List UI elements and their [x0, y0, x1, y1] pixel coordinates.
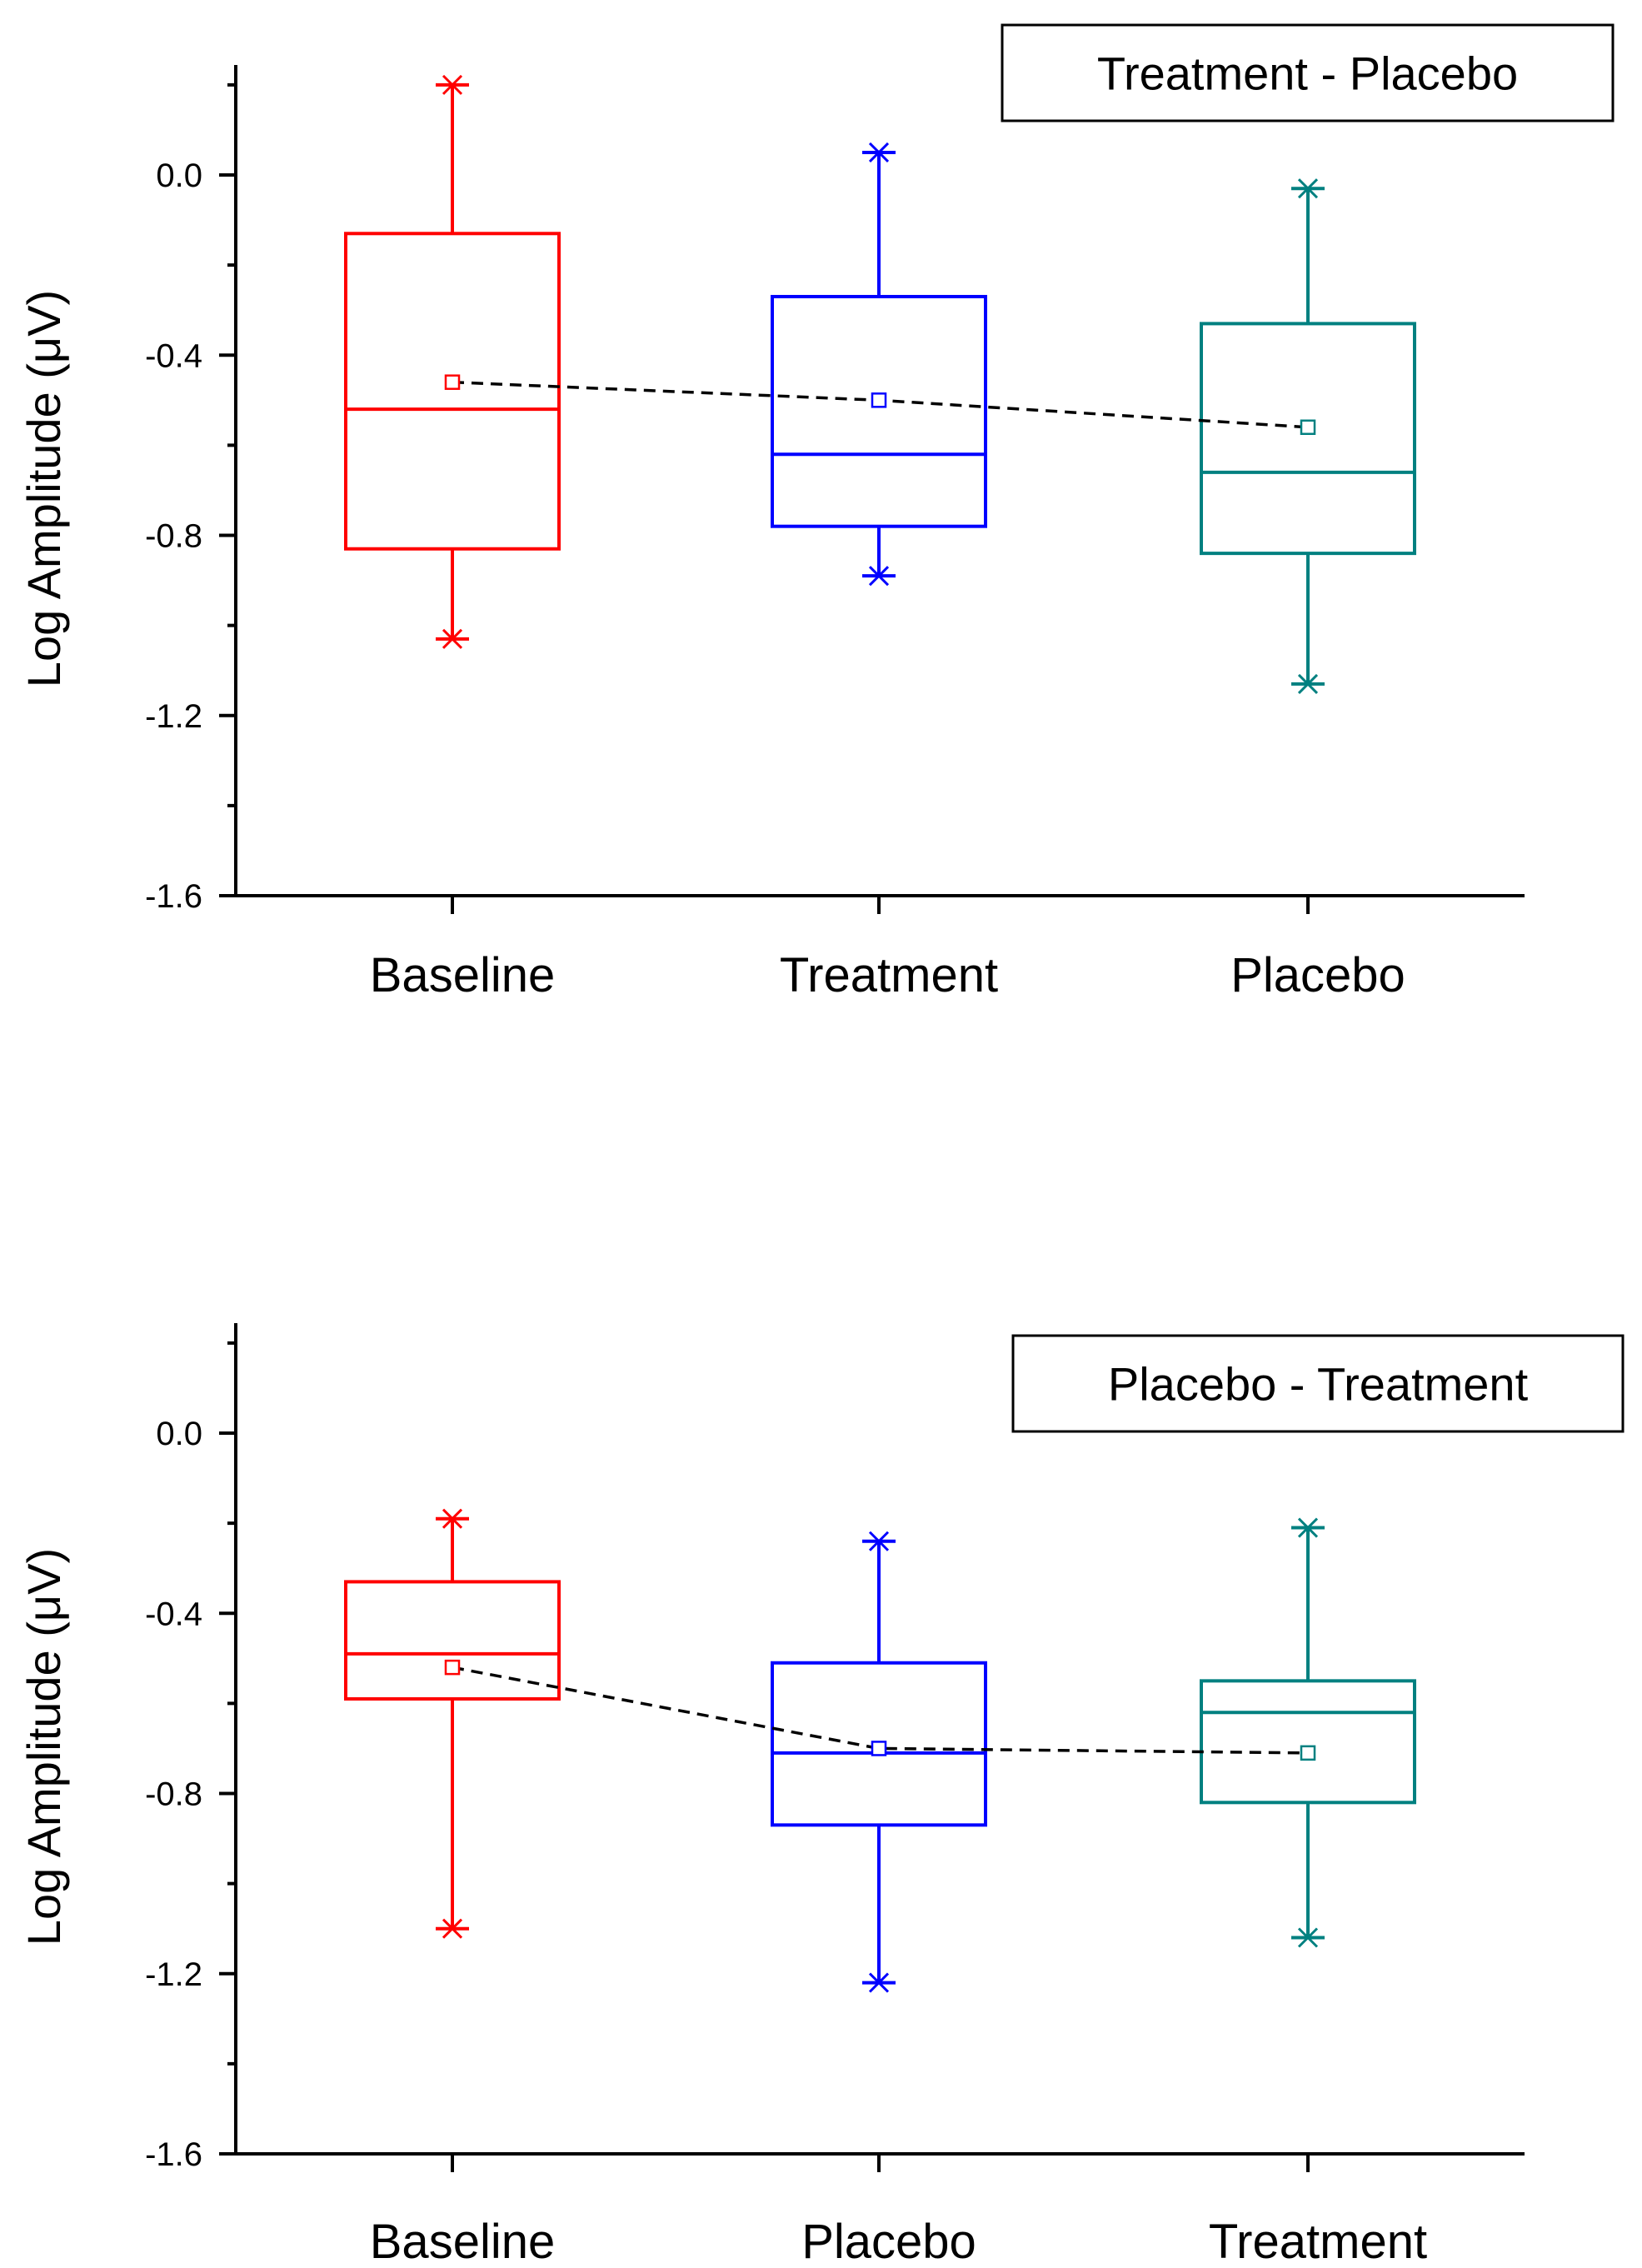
min-cap-marker [862, 1972, 896, 1993]
box-placebo [771, 1531, 987, 1993]
min-cap-marker [862, 566, 896, 587]
mean-marker [871, 1741, 887, 1756]
y-tick-label: -0.4 [145, 1596, 202, 1632]
x-category-label: Baseline [370, 2215, 555, 2268]
mean-marker [444, 374, 461, 390]
legend-frame [1011, 1334, 1625, 1433]
interquartile-box [771, 1661, 987, 1827]
legend-label: Treatment - Placebo [1097, 47, 1518, 100]
x-category-label: Baseline [370, 948, 555, 1002]
box-baseline [344, 1508, 561, 1939]
legend-frame [1001, 23, 1615, 122]
bottom-box-plot-panel: 0.0 -0.4 -0.8 -1.2 -1.6 Log Amplitude (μV) Bas… [17, 1323, 1625, 2268]
cap-cross [868, 566, 890, 587]
cap-cross [1297, 673, 1319, 694]
mean-marker [1300, 1745, 1316, 1761]
y-tick-label: -1.2 [145, 698, 202, 735]
mean-marker [871, 392, 887, 408]
min-cap-marker [1291, 1927, 1325, 1948]
cap-cross [868, 1972, 890, 1993]
min-cap-marker [436, 1918, 469, 1939]
min-cap-marker [1291, 673, 1325, 694]
x-category-label: Treatment [1209, 2215, 1427, 2268]
mean-connector-line [452, 1666, 1309, 1755]
max-cap-marker [1291, 1517, 1325, 1538]
y-tick-label: 0.0 [156, 157, 202, 194]
interquartile-box [1200, 1679, 1416, 1805]
legend: Treatment - Placebo [1001, 23, 1615, 122]
max-cap-marker [862, 142, 896, 163]
y-tick-label: -1.2 [145, 1956, 202, 1993]
x-category-label: Placebo [801, 2215, 976, 2268]
mean-marker [1300, 419, 1316, 435]
y-axis-title: Log Amplitude (μV) [17, 290, 70, 687]
max-cap-marker [436, 74, 469, 95]
cap-cross [442, 1918, 463, 1939]
y-tick-label: -0.4 [145, 337, 202, 374]
interquartile-box [344, 1580, 561, 1701]
max-cap-marker [436, 1508, 469, 1529]
legend: Placebo - Treatment [1011, 1334, 1625, 1433]
y-tick-label: -1.6 [145, 878, 202, 915]
y-tick-label: -0.8 [145, 1776, 202, 1813]
max-cap-marker [862, 1531, 896, 1551]
cap-cross [442, 74, 463, 95]
max-cap-marker [1291, 178, 1325, 199]
mean-marker [444, 1659, 461, 1676]
cap-cross [1297, 1927, 1319, 1948]
y-tick-label: -0.8 [145, 518, 202, 555]
cap-cross [442, 1508, 463, 1529]
y-tick-label: -1.6 [145, 2136, 202, 2173]
interquartile-box [1200, 322, 1416, 556]
box-baseline [344, 74, 561, 649]
top-box-plot-panel: 0.0 -0.4 -0.8 -1.2 -1.6 Log Amplitude (μV) Bas… [17, 23, 1615, 1002]
x-category-label: Placebo [1230, 948, 1405, 1002]
cap-cross [1297, 178, 1319, 199]
legend-label: Placebo - Treatment [1108, 1358, 1529, 1411]
cap-cross [1297, 1517, 1319, 1538]
box-placebo [1200, 178, 1416, 694]
box-treatment [1200, 1517, 1416, 1948]
interquartile-box [771, 294, 987, 528]
y-axis-title: Log Amplitude (μV) [17, 1548, 70, 1946]
interquartile-box [344, 232, 561, 551]
min-cap-marker [436, 628, 469, 649]
cap-cross [442, 628, 463, 649]
cap-cross [868, 142, 890, 163]
x-category-label: Treatment [780, 948, 998, 1002]
box-treatment [771, 142, 987, 587]
cap-cross [868, 1531, 890, 1551]
y-tick-label: 0.0 [156, 1416, 202, 1452]
